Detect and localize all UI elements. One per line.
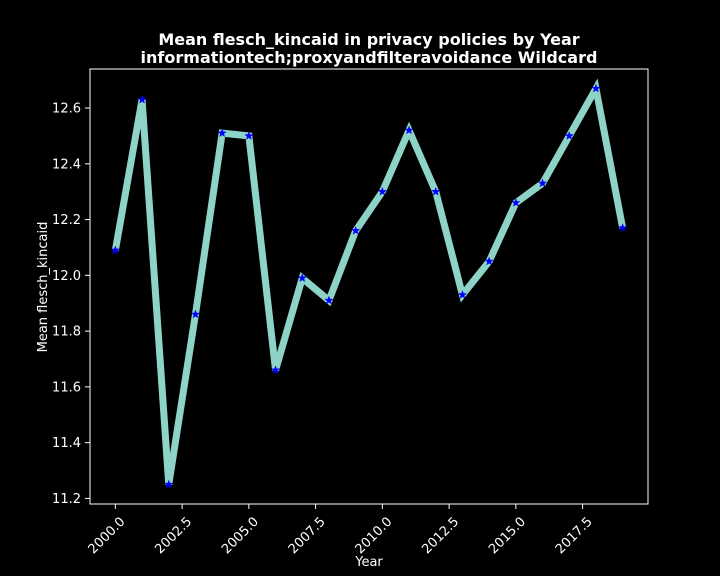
data-point-star: [537, 178, 548, 188]
x-tick-label: 2002.5: [152, 514, 195, 557]
data-point-star: [350, 225, 361, 235]
data-point-star: [377, 186, 388, 196]
x-tick-label: 2012.5: [419, 514, 462, 557]
data-point-star: [431, 186, 441, 196]
x-tick-label: 2007.5: [286, 514, 329, 557]
data-point-star: [164, 479, 174, 489]
data-point-star: [457, 289, 468, 299]
x-tick-label: 2010.0: [353, 514, 396, 557]
data-point-star: [511, 197, 521, 207]
data-point-star: [297, 273, 307, 283]
y-tick-label: 12.0: [52, 269, 81, 284]
y-tick-label: 11.8: [52, 325, 81, 340]
data-point-star: [617, 222, 628, 232]
data-point-star: [404, 125, 414, 135]
plot-area-frame: [89, 68, 649, 505]
data-point-star: [110, 245, 121, 255]
series-layer: [111, 78, 627, 486]
y-tick-label: 12.6: [52, 102, 81, 117]
data-point-star: [137, 94, 147, 104]
chart-subtitle: informationtech;proxyandfilteravoidance …: [141, 48, 598, 67]
x-axis-label: Year: [354, 555, 383, 570]
y-tick-label: 11.4: [52, 436, 81, 451]
data-point-star: [190, 309, 201, 319]
y-tick-label: 12.2: [52, 213, 81, 228]
x-tick-label: 2000.0: [86, 514, 129, 557]
data-point-star: [324, 295, 334, 305]
chart-title: Mean flesch_kincaid in privacy policies …: [158, 30, 579, 49]
y-axis: 11.2 11.4 11.6 11.8 12.0 12.2 12.4 12.6: [52, 102, 90, 507]
data-point-star: [591, 83, 601, 93]
x-axis: 2000.0 2002.5 2005.0 2007.5 2010.0 2012.5 2015…: [86, 504, 596, 557]
series-line: [111, 78, 627, 486]
data-point-star: [270, 365, 281, 375]
y-axis-label: Mean flesch_kincaid: [36, 222, 51, 353]
data-point-star: [564, 130, 574, 140]
data-point-star: [244, 130, 254, 140]
marker-layer: [110, 83, 628, 489]
data-point-star: [217, 128, 227, 138]
y-tick-label: 11.2: [52, 492, 81, 507]
data-point-star: [484, 256, 494, 266]
x-tick-label: 2005.0: [219, 514, 262, 557]
y-tick-label: 11.6: [52, 380, 81, 395]
x-tick-label: 2017.5: [553, 514, 596, 557]
x-tick-label: 2015.0: [486, 514, 529, 557]
y-tick-label: 12.4: [52, 157, 81, 172]
